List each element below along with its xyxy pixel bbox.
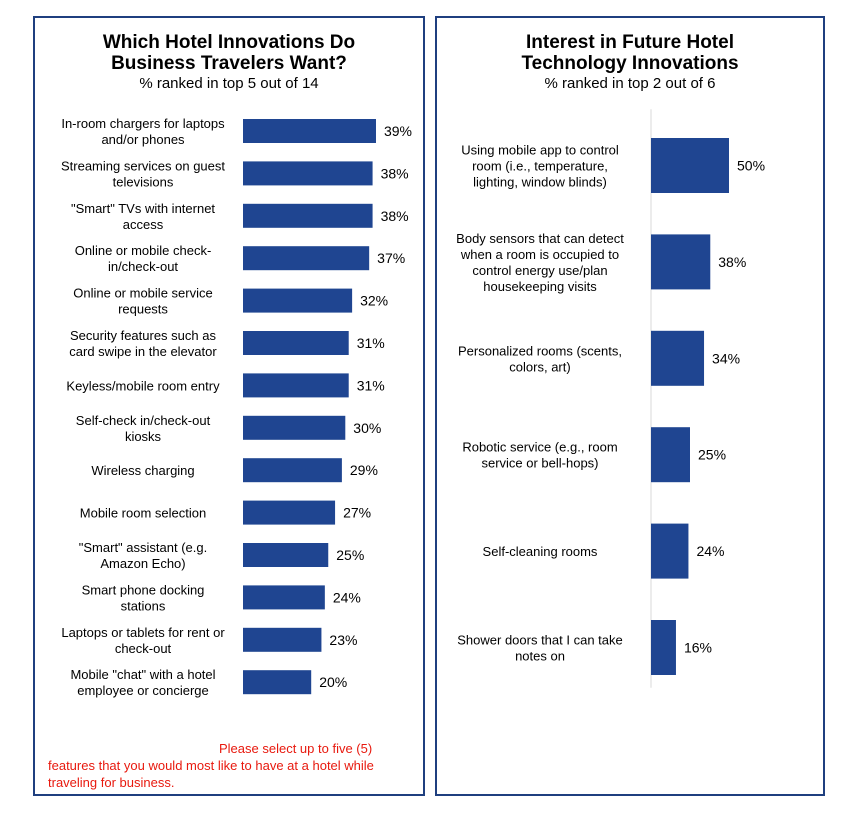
left-bar-chart: 39% In-room chargers for laptops and/or ph… <box>61 116 412 698</box>
left-chart-panel: Which Hotel Innovations Do Business Trav… <box>33 16 425 796</box>
right-value-label: 24% <box>696 543 724 559</box>
right-category-label: Self-cleaning rooms <box>483 544 598 559</box>
right-category-label: Using mobile app to control room (i.e., t… <box>461 143 619 190</box>
left-chart-title-line1: Which Hotel Innovations Do <box>102 32 356 53</box>
right-value-label: 25% <box>698 447 726 463</box>
right-bar <box>651 427 690 483</box>
left-value-label: 31% <box>357 335 385 351</box>
right-value-label: 50% <box>737 158 765 174</box>
left-value-label: 24% <box>333 589 361 605</box>
right-value-label: 34% <box>712 350 740 366</box>
left-bar <box>243 203 373 228</box>
left-bar <box>243 246 370 271</box>
right-value-label: 38% <box>718 254 746 270</box>
right-category-label: Robotic service (e.g., room service or be… <box>462 440 617 471</box>
left-value-label: 25% <box>336 547 364 563</box>
left-value-label: 23% <box>329 632 357 648</box>
left-category-label: Security features such as card swipe in t… <box>69 328 217 359</box>
left-value-label: 38% <box>381 208 409 224</box>
right-chart-title-line2: Technology Innovations <box>521 53 739 74</box>
left-bar <box>243 585 325 610</box>
left-category-label: Online or mobile check-in/check-out <box>75 243 212 274</box>
left-value-label: 37% <box>377 250 405 266</box>
left-value-label: 39% <box>384 123 412 139</box>
left-category-label: Smart phone docking stations <box>82 582 205 613</box>
left-bar <box>243 670 312 695</box>
survey-note-line1: Please select up to five (5) <box>219 741 373 756</box>
left-category-label: Streaming services on guest televisions <box>61 158 225 189</box>
left-value-label: 32% <box>360 293 388 309</box>
left-chart-title-line2: Business Travelers Want? <box>111 53 347 74</box>
left-bar <box>243 458 342 483</box>
right-bar-chart: 50% Using mobile app to control room (i.e.… <box>456 109 765 688</box>
left-category-label: Mobile room selection <box>80 506 206 521</box>
right-category-label: Shower doors that I can take notes on <box>457 633 622 664</box>
left-bar <box>243 373 349 398</box>
right-category-label: Body sensors that can detect when a room … <box>456 231 624 294</box>
right-chart-subtitle: % ranked in top 2 out of 6 <box>544 75 716 92</box>
left-bar <box>243 331 349 355</box>
survey-note-line3: traveling for business. <box>48 775 175 790</box>
left-bar <box>243 500 336 525</box>
left-category-label: Keyless/mobile room entry <box>66 378 220 393</box>
right-chart-title-line1: Interest in Future Hotel <box>526 32 734 53</box>
right-category-label: Personalized rooms (scents, colors, art) <box>458 343 622 374</box>
right-bar <box>651 138 729 193</box>
left-value-label: 38% <box>381 165 409 181</box>
left-value-label: 29% <box>350 462 378 478</box>
left-bar <box>243 627 322 652</box>
left-category-label: "Smart" assistant (e.g. Amazon Echo) <box>79 540 207 571</box>
left-bar <box>243 119 376 143</box>
left-category-label: Online or mobile service requests <box>73 286 212 317</box>
left-category-label: Self-check in/check-out kiosks <box>76 413 211 444</box>
left-value-label: 27% <box>343 505 371 521</box>
left-category-label: Laptops or tablets for rent or check-out <box>61 625 225 656</box>
left-bar <box>243 161 373 186</box>
left-value-label: 30% <box>353 420 381 436</box>
left-bar <box>243 543 329 567</box>
left-value-label: 31% <box>357 377 385 393</box>
left-bar <box>243 288 353 313</box>
right-bar <box>651 234 711 290</box>
left-category-label: Mobile "chat" with a hotel employee or co… <box>70 667 215 698</box>
left-category-label: Wireless charging <box>91 463 194 478</box>
left-category-label: "Smart" TVs with internet access <box>71 201 215 232</box>
survey-note-line2: features that you would most like to hav… <box>48 758 374 773</box>
left-value-label: 20% <box>319 674 347 690</box>
right-bar <box>651 523 689 579</box>
right-bar <box>651 330 705 386</box>
right-value-label: 16% <box>684 640 712 656</box>
left-category-label: In-room chargers for laptops and/or phone… <box>61 116 225 147</box>
left-bar <box>243 415 346 440</box>
right-bar <box>651 620 676 675</box>
right-chart-panel: Interest in Future Hotel Technology Inno… <box>435 16 825 796</box>
left-chart-subtitle: % ranked in top 5 out of 14 <box>139 75 319 92</box>
